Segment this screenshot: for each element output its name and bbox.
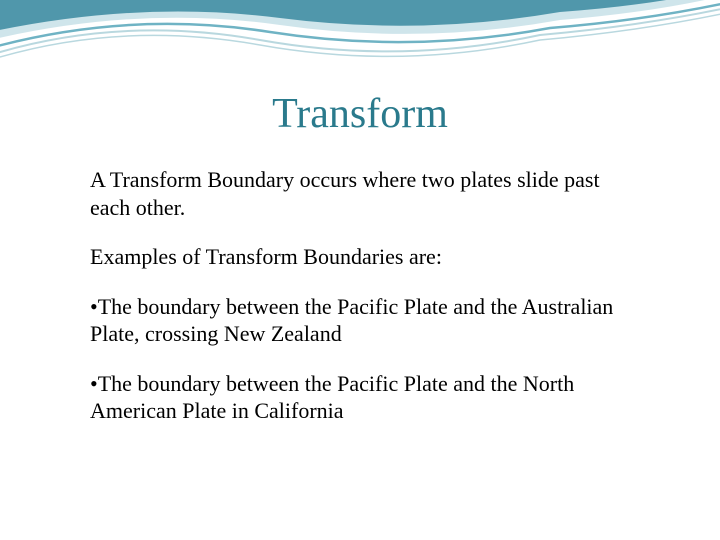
slide-body: A Transform Boundary occurs where two pl… [90, 166, 630, 425]
bullet-text: The boundary between the Pacific Plate a… [90, 294, 613, 347]
bullet-text: The boundary between the Pacific Plate a… [90, 371, 574, 424]
bullet-glyph: • [90, 294, 98, 319]
paragraph: A Transform Boundary occurs where two pl… [90, 166, 630, 221]
paragraph: Examples of Transform Boundaries are: [90, 243, 630, 271]
bullet-item: •The boundary between the Pacific Plate … [90, 293, 630, 348]
bullet-item: •The boundary between the Pacific Plate … [90, 370, 630, 425]
slide-title: Transform [90, 90, 630, 138]
bullet-glyph: • [90, 371, 98, 396]
slide-content: Transform A Transform Boundary occurs wh… [0, 0, 720, 540]
